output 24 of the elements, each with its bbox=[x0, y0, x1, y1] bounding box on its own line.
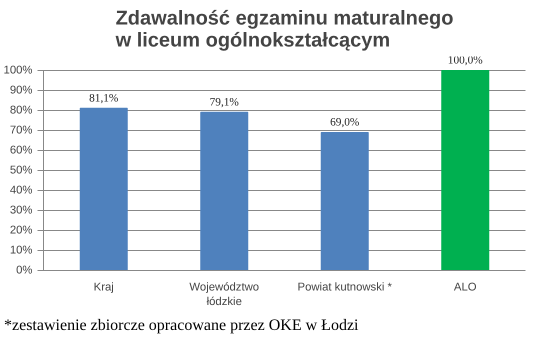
x-tick-label: Województwo łódzkie bbox=[189, 282, 260, 308]
y-tick-label: 40% bbox=[10, 184, 33, 196]
x-tick-label: Powiat kutnowski * bbox=[298, 282, 393, 294]
y-tick-label: 20% bbox=[10, 224, 33, 236]
data-label: 79,1% bbox=[210, 96, 240, 108]
y-tick-label: 80% bbox=[10, 104, 33, 116]
y-tick-label: 90% bbox=[10, 84, 33, 96]
bar bbox=[441, 70, 490, 270]
y-tick-label: 50% bbox=[10, 164, 33, 176]
data-label: 69,0% bbox=[330, 116, 360, 128]
bar bbox=[320, 132, 369, 270]
text: *zestawienie zbiorcze opracowane przez OKE w Łodzi bbox=[4, 316, 358, 336]
data-label: 81,1% bbox=[89, 92, 119, 104]
y-tick-label: 30% bbox=[10, 204, 33, 216]
x-tick-label: Kraj bbox=[94, 282, 114, 294]
bar bbox=[80, 108, 128, 270]
y-tick-label: 70% bbox=[10, 124, 33, 136]
x-tick-label: ALO bbox=[454, 282, 477, 294]
y-tick-label: 0% bbox=[16, 264, 32, 276]
y-tick-label: 60% bbox=[10, 144, 33, 156]
y-tick-label: 10% bbox=[10, 244, 33, 256]
y-tick-label: 100% bbox=[4, 64, 33, 76]
bar bbox=[200, 112, 248, 270]
chart-title: Zdawalność egzaminu maturalnego w liceum ogólnokształcącym bbox=[114, 8, 454, 52]
